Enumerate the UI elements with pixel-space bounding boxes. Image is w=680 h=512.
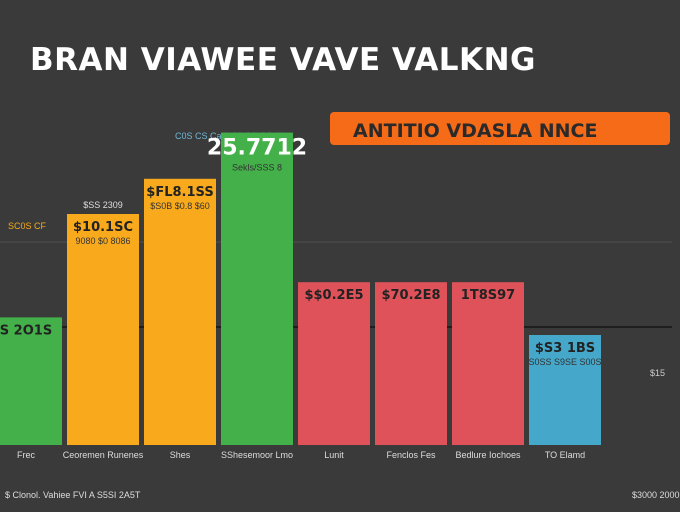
footer-left: $ Clonol. Vahiee FVI A S5SI 2A5T: [5, 490, 141, 500]
bar: [529, 335, 601, 445]
chart-title: BRAN VIAWEE VAVE VALKNG: [30, 42, 536, 78]
category-label: Bedlure Iochoes: [455, 450, 521, 460]
right-axis-label: $15: [650, 368, 665, 378]
bar-sublabel: Sekls/SSS 8: [232, 163, 282, 173]
category-label: Shes: [170, 450, 191, 460]
bar: [221, 132, 293, 445]
bar-group: 1T8S97 Bedlure Iochoes: [452, 282, 524, 460]
bar-group: S 2O1S Frec: [0, 317, 62, 460]
bar: [0, 317, 62, 445]
bar-group: 25.7712 Sekls/SSS 8 SShesemoor Lmo: [207, 132, 307, 460]
bar: [298, 282, 370, 445]
bar-value-label: $FL8.1SS: [146, 185, 213, 200]
category-label: Lunit: [324, 450, 344, 460]
bar-group: $70.2E8 Fenclos Fes: [375, 282, 447, 460]
bar: [375, 282, 447, 445]
bar-value-label: S 2O1S: [0, 323, 52, 338]
bar-sublabel: $S0B $0.8 $60: [150, 201, 210, 211]
banner-text: ANTITIO VDASLA NNCE: [353, 120, 597, 142]
footer-right: $3000 2000: [632, 490, 680, 500]
category-label: Fenclos Fes: [386, 450, 436, 460]
bar-value-label: $$0.2E5: [304, 288, 363, 303]
left-annotation: SC0S CF: [8, 221, 47, 231]
bar: [144, 178, 216, 446]
category-label: Frec: [17, 450, 36, 460]
bar-value-label: $S3 1BS: [535, 341, 595, 356]
bar-value-label: $10.1SC: [73, 220, 133, 235]
bar-group: $$0.2E5 Lunit: [298, 282, 370, 460]
bar-value-label: 1T8S97: [461, 288, 515, 303]
banner-bar: [330, 112, 670, 145]
bar-top-label: $SS 2309: [83, 200, 123, 210]
bar-sublabel: S0SS S9SE S00S: [528, 357, 601, 367]
bar-value-label: 25.7712: [207, 136, 307, 161]
bar: [67, 214, 139, 445]
bar-sublabel: 9080 $0 8086: [75, 236, 130, 246]
bar: [452, 282, 524, 445]
bar-group: $FL8.1SS$S0B $0.8 $60 Shes: [144, 178, 216, 460]
category-label: Ceoremen Runenes: [63, 450, 144, 460]
category-label: TO Elamd: [545, 450, 585, 460]
bar-value-label: $70.2E8: [381, 288, 440, 303]
category-label: SShesemoor Lmo: [221, 450, 293, 460]
